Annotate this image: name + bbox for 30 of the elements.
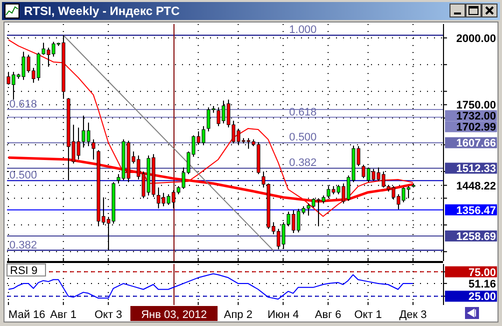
annotation: 0.618: [9, 98, 37, 110]
y-tick-label: 75.00: [468, 266, 496, 279]
ref-line-label: 1512.33: [456, 163, 496, 176]
ref-line-label: 1732.00: [456, 110, 496, 123]
y-tick-label: 1448.22: [456, 180, 496, 192]
ref-line-label: 1356.47: [456, 204, 496, 217]
annotation: 0.382: [9, 239, 37, 252]
chart-title: RSI 9: [10, 265, 38, 277]
annotation: 1.000: [289, 24, 317, 36]
y-tick-label: 25.00: [468, 291, 496, 304]
x-tick-label: Авг 1: [50, 309, 77, 321]
x-tick-label: Апр 2: [224, 309, 252, 321]
x-tick-label: Окт 3: [94, 309, 122, 321]
x-tick-label: Дек 3: [399, 309, 427, 321]
annotation: 0.618: [289, 106, 317, 118]
ref-line-label: 1607.66: [456, 138, 496, 150]
x-tick-label: Авг 6: [314, 309, 342, 321]
chart-title: RTSI, Weekly - Индекс РТС: [24, 4, 180, 18]
y-tick-label: 1750.00: [456, 100, 496, 112]
legend-label: 1702.99: [456, 122, 496, 134]
ref-line-label: 1258.69: [456, 230, 496, 243]
x-tick-label: Июн 4: [267, 309, 299, 321]
ref-line-label: Янв 03, 2012: [141, 309, 207, 321]
y-tick-label: 51.16: [468, 278, 496, 290]
x-tick-label: Май 16: [8, 309, 46, 321]
annotation: 0.500: [9, 170, 37, 182]
x-tick-label: Окт 1: [354, 309, 382, 321]
annotation: 0.382: [289, 157, 317, 170]
y-tick-label: 2000.00: [456, 32, 496, 45]
annotation: 0.500: [289, 132, 317, 144]
